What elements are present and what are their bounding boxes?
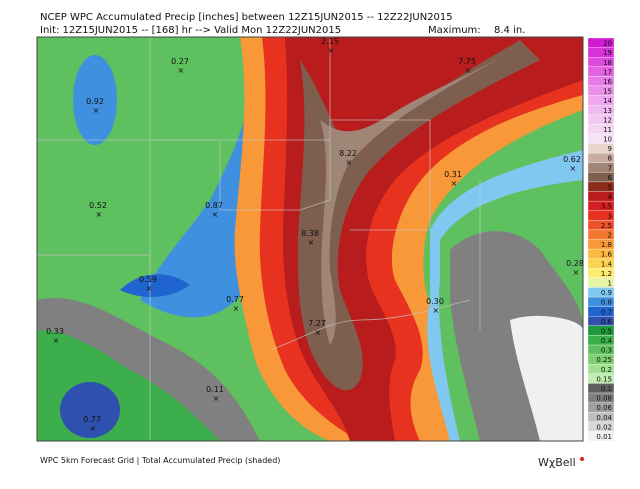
station-value: 0.62: [563, 155, 581, 164]
scale-label: 0.7: [601, 308, 612, 316]
brand: WχBell: [538, 456, 576, 469]
scale-label: 1.6: [601, 251, 613, 259]
station-marker: ×: [465, 66, 472, 75]
scale-label: 2: [608, 232, 612, 240]
scale-label: 7: [608, 164, 612, 172]
scale-label: 1: [608, 279, 612, 287]
scale-label: 0.5: [601, 327, 612, 335]
scale-label: 17: [603, 68, 612, 76]
scale-label: 8: [608, 155, 612, 163]
brand-dot: [580, 457, 584, 461]
station-value: 0.33: [46, 327, 64, 336]
scale-label: 0.06: [596, 404, 612, 412]
map: [37, 37, 583, 441]
scale-label: 0.1: [601, 385, 612, 393]
scale-label: 0.8: [601, 299, 612, 307]
station-value: 0.59: [139, 275, 157, 284]
max-label: Maximum:: [428, 25, 481, 36]
station-value: 0.11: [206, 385, 224, 394]
scale-label: 0.25: [596, 356, 612, 364]
scale-label: 5: [608, 184, 612, 192]
scale-label: 14: [603, 97, 612, 105]
station-marker: ×: [212, 210, 219, 219]
scale-label: 1.2: [601, 270, 612, 278]
header-line1: NCEP WPC Accumulated Precip [inches] bet…: [40, 12, 453, 23]
station-value: 0.77: [83, 415, 101, 424]
scale-label: 0.4: [601, 337, 613, 345]
station-value: 8.22: [339, 149, 357, 158]
scale-label: 6: [608, 174, 613, 182]
station-value: 0.92: [86, 97, 104, 106]
station-marker: ×: [178, 66, 185, 75]
scale-label: 20: [603, 40, 612, 48]
station-marker: ×: [346, 158, 353, 167]
scale-label: 0.15: [596, 375, 612, 383]
scale-label: 0.08: [596, 395, 612, 403]
station-marker: ×: [573, 268, 580, 277]
scale-label: 0.9: [601, 289, 612, 297]
station-marker: ×: [570, 164, 577, 173]
station-value: 0.27: [171, 57, 189, 66]
station-marker: ×: [451, 179, 458, 188]
station-marker: ×: [90, 424, 97, 433]
station-marker: ×: [315, 328, 322, 337]
station-marker: ×: [53, 336, 60, 345]
station-value: 7.27: [308, 319, 326, 328]
station-value: 0.87: [205, 201, 223, 210]
scale-label: 0.04: [596, 414, 612, 422]
scale-label: 0.02: [596, 423, 612, 431]
station-values: ×0.27×2.15×7.75×0.92×8.22×0.62×0.31×0.52…: [46, 37, 584, 433]
scale-label: 0.3: [601, 347, 612, 355]
scale-label: 0.2: [601, 366, 612, 374]
scale-label: 3.5: [601, 203, 612, 211]
station-marker: ×: [433, 306, 440, 315]
scale-label: 4: [608, 193, 613, 201]
station-value: 0.28: [566, 259, 584, 268]
scale-label: 18: [603, 59, 612, 67]
scale-label: 10: [603, 136, 612, 144]
scale-label: 11: [603, 126, 612, 134]
scale-label: 1.8: [601, 241, 612, 249]
station-marker: ×: [146, 284, 153, 293]
scale-label: 0.01: [596, 433, 612, 441]
station-value: 2.15: [321, 37, 339, 46]
scale-label: 13: [603, 107, 612, 115]
station-marker: ×: [328, 46, 335, 55]
scale-label: 9: [608, 145, 612, 153]
scale-label: 15: [603, 88, 612, 96]
station-value: 0.77: [226, 295, 244, 304]
scale-label: 0.6: [601, 318, 613, 326]
scale-label: 1.4: [601, 260, 613, 268]
scale-label: 3: [608, 212, 612, 220]
scale-label: 16: [603, 78, 612, 86]
station-marker: ×: [233, 304, 240, 313]
scale-label: 12: [603, 116, 612, 124]
station-value: 0.52: [89, 201, 107, 210]
station-value: 7.75: [458, 57, 476, 66]
scale-label: 19: [603, 49, 612, 57]
station-marker: ×: [93, 106, 100, 115]
footer-text: WPC 5km Forecast Grid | Total Accumulate…: [40, 456, 280, 465]
scale-label: 2.5: [601, 222, 612, 230]
station-marker: ×: [213, 394, 220, 403]
station-value: 0.31: [444, 170, 462, 179]
station-value: 8.38: [301, 229, 319, 238]
max-value: 8.4 in.: [494, 25, 525, 36]
station-value: 0.30: [426, 297, 444, 306]
station-marker: ×: [308, 238, 315, 247]
station-marker: ×: [96, 210, 103, 219]
scale-swatch: [587, 431, 615, 442]
header-line2: Init: 12Z15JUN2015 -- [168] hr --> Valid…: [40, 25, 341, 36]
